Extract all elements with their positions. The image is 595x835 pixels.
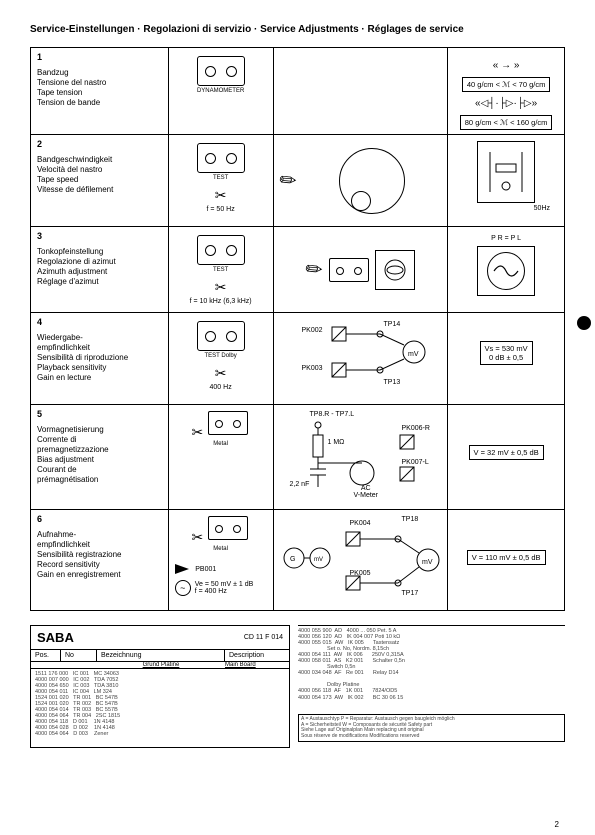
parts-header: Pos. No Bezeichnung Description <box>31 650 289 662</box>
schematic-diagram: PK002 PK003 TP14 TP13 mV <box>280 317 442 395</box>
cassette-icon <box>208 516 248 540</box>
scissors-icon: ✂ <box>191 424 203 440</box>
cassette-icon <box>197 56 245 86</box>
sine-source-icon: ~ <box>175 580 191 596</box>
cassette-icon <box>208 411 248 435</box>
cassette-icon <box>197 143 245 173</box>
cassette-label: DYNAMOMETER <box>175 88 267 94</box>
table-row: 4 Wiedergabe- empfindlichkeit Sensibilit… <box>31 313 565 405</box>
table-row: 5 Vormagnetisierung Corrente di premagne… <box>31 405 565 510</box>
legend-box: A = Austauschtyp P = Reparatur: Austausc… <box>298 714 565 742</box>
capstan-wheel-icon <box>339 148 405 214</box>
spec-box: Vs = 530 mV 0 dB ± 0,5 <box>480 341 533 365</box>
spec-box: 40 g/cm < ℳ < 70 g/cm <box>462 77 550 92</box>
scissors-icon: ✂ <box>175 365 267 382</box>
adjustments-table: 1 Bandzug Tensione del nastro Tape tensi… <box>30 47 565 611</box>
page-number: 2 <box>555 820 559 829</box>
schematic-diagram: TP8.R - TP7.L 1 MΩ 2,2 nF AC V-Meter PK0… <box>280 409 442 505</box>
svg-text:G: G <box>290 556 295 563</box>
page-title: Service-Einstellungen · Regolazioni di s… <box>30 24 565 35</box>
table-row: 6 Aufnahme- empfindlichkeit Sensibilità … <box>31 510 565 611</box>
svg-text:mV: mV <box>314 557 323 563</box>
table-row: 2 Bandgeschwindigkeit Velocità del nastr… <box>31 135 565 227</box>
spec-box: V = 110 mV ± 0,5 dB <box>467 550 546 565</box>
scissors-icon: ✂ <box>175 187 267 204</box>
spec-box: V = 32 mV ± 0,5 dB <box>469 445 544 460</box>
head-assembly-icon <box>329 258 369 282</box>
table-row: 1 Bandzug Tensione del nastro Tape tensi… <box>31 48 565 135</box>
brand-label: SABA <box>37 630 74 645</box>
parts-list-area: SABA CD 11 F 014 Pos. No Bezeichnung Des… <box>30 625 565 748</box>
saba-parts-box: SABA CD 11 F 014 Pos. No Bezeichnung Des… <box>30 625 290 748</box>
cassette-icon <box>197 235 245 265</box>
svg-text:mV: mV <box>422 559 433 566</box>
svg-text:mV: mV <box>408 351 419 358</box>
screwdriver-icon: ✎ <box>273 166 302 196</box>
sine-wave-icon <box>487 252 525 290</box>
spec-label: P R = P L <box>454 235 558 242</box>
schematic-diagram: PK004 PK005 TP18 TP17 G mV mV <box>280 514 442 606</box>
screwdriver-icon: ✎ <box>300 255 329 285</box>
spec-box: 80 g/cm < ℳ < 160 g/cm <box>460 115 553 130</box>
parts-list-right: 4000 055 900 AD 4000 ... 050 Pet. 5 A 40… <box>298 625 565 748</box>
scissors-icon: ✂ <box>175 279 267 296</box>
row-number: 1 <box>37 52 162 62</box>
parts-list-body: 1511 176 000 IC 001 MC 34063 4000 007 00… <box>31 669 289 747</box>
table-row: 3 Tonkopfeinstellung Regolazione di azim… <box>31 227 565 313</box>
arrow-symbol: «◁┤·├▷·├▷» <box>475 98 537 109</box>
oscilloscope-icon <box>375 250 415 290</box>
circuit-diagram <box>477 246 535 296</box>
scissors-icon: ✂ <box>191 529 203 545</box>
play-icon <box>175 564 189 574</box>
arrow-symbol: « → » <box>493 60 520 71</box>
cassette-icon <box>197 321 245 351</box>
row-labels: Bandzug Tensione del nastro Tape tension… <box>37 68 162 108</box>
punch-hole-icon <box>577 316 591 330</box>
circuit-diagram <box>477 141 535 203</box>
